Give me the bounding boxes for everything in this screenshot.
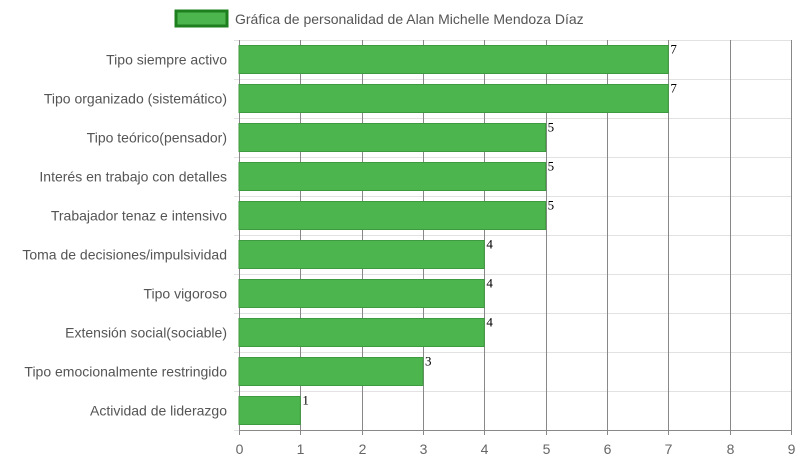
bar bbox=[238, 123, 547, 152]
x-tick-label: 4 bbox=[481, 441, 489, 457]
x-tick-label: 9 bbox=[788, 441, 796, 457]
x-tick-label: 8 bbox=[727, 441, 735, 457]
data-label: 5 bbox=[548, 159, 555, 174]
x-tick-label: 6 bbox=[604, 441, 612, 457]
data-label: 7 bbox=[670, 81, 677, 96]
bar bbox=[238, 240, 485, 269]
category-label: Tipo vigoroso bbox=[143, 286, 227, 302]
x-tick-label: 1 bbox=[297, 441, 305, 457]
category-label: Actividad de liderazgo bbox=[90, 403, 227, 419]
legend[interactable]: Gráfica de personalidad de Alan Michelle… bbox=[174, 9, 584, 28]
labels: 0 1 2 3 4 5 6 7 8 9 Tipo siempre activo 7 Tipo organ… bbox=[22, 42, 795, 458]
data-label: 3 bbox=[425, 354, 432, 369]
bars bbox=[238, 45, 669, 425]
bar bbox=[238, 357, 424, 386]
category-label: Tipo teórico(pensador) bbox=[87, 130, 227, 146]
x-tick-label: 3 bbox=[420, 441, 428, 457]
bar bbox=[238, 318, 485, 347]
x-tick-label: 7 bbox=[665, 441, 673, 457]
category-label: Interés en trabajo con detalles bbox=[39, 169, 227, 185]
bar bbox=[238, 279, 485, 308]
category-label: Extensión social(sociable) bbox=[65, 325, 227, 341]
category-label: Tipo siempre activo bbox=[106, 52, 227, 68]
data-label: 1 bbox=[302, 393, 309, 408]
data-label: 5 bbox=[548, 120, 555, 135]
bar bbox=[238, 45, 669, 74]
category-label: Trabajador tenaz e intensivo bbox=[51, 208, 227, 224]
data-label: 4 bbox=[486, 237, 493, 252]
legend-swatch bbox=[174, 9, 229, 28]
bar bbox=[238, 396, 301, 425]
data-label: 7 bbox=[670, 42, 677, 57]
data-label: 4 bbox=[486, 315, 493, 330]
category-label: Tipo emocionalmente restringido bbox=[24, 364, 227, 380]
legend-label: Gráfica de personalidad de Alan Michelle… bbox=[235, 11, 584, 27]
bar bbox=[238, 162, 547, 191]
data-label: 5 bbox=[548, 198, 555, 213]
category-label: Tipo organizado (sistemático) bbox=[44, 91, 227, 107]
category-label: Toma de decisiones/impulsividad bbox=[22, 247, 227, 263]
data-label: 4 bbox=[486, 276, 493, 291]
x-tick-label: 2 bbox=[359, 441, 367, 457]
x-tick-label: 0 bbox=[236, 441, 244, 457]
x-tick-label: 5 bbox=[543, 441, 551, 457]
bar bbox=[238, 201, 547, 230]
bar bbox=[238, 84, 669, 113]
